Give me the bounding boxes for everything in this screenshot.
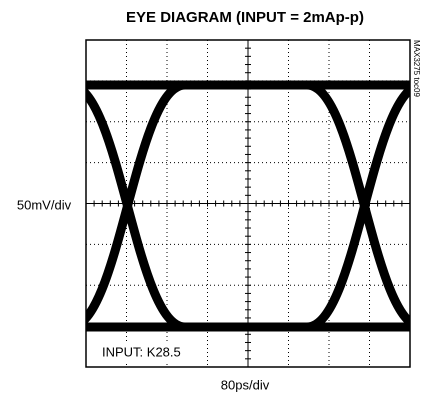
y-axis-label: 50mV/div [17, 197, 72, 212]
annotation-box [92, 341, 182, 363]
trace [86, 80, 186, 325]
note: MAX3275 toc09 [412, 40, 421, 97]
eye-traces [86, 80, 410, 332]
annotation: INPUT: K28.5 [102, 344, 181, 359]
chart-title: EYE DIAGRAM (INPUT = 2mAp-p) [126, 9, 364, 26]
trace [306, 84, 410, 332]
screen-frame [85, 39, 411, 368]
x-axis-label: 80ps/div [221, 377, 270, 392]
